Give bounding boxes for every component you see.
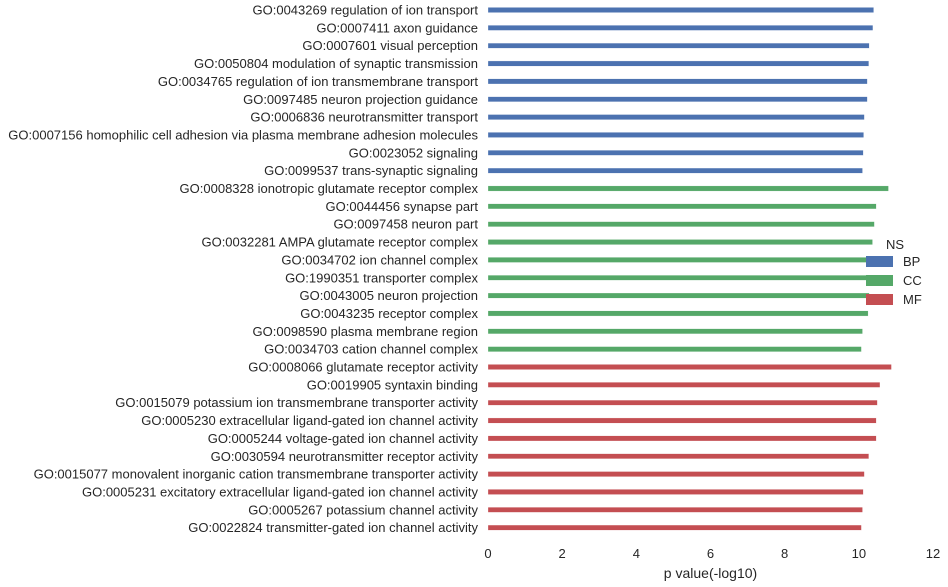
bar-bp [487, 150, 864, 156]
category-label: GO:0043005 neuron projection [299, 288, 478, 303]
category-label: GO:0007601 visual perception [302, 38, 478, 53]
bar-cc [487, 328, 863, 335]
x-axis: 0 2 4 6 8 10 12 [484, 546, 940, 561]
bar-cc [487, 346, 862, 352]
category-label: GO:0008066 glutamate receptor activity [248, 360, 478, 375]
x-tick-label: 6 [707, 546, 714, 561]
x-tick-label: 4 [633, 546, 640, 561]
category-label: GO:0050804 modulation of synaptic transm… [194, 56, 478, 71]
bar-mf [487, 489, 864, 495]
bar-mf [487, 417, 877, 424]
bar-mf [487, 471, 865, 477]
category-label: GO:0034702 ion channel complex [281, 252, 478, 267]
bar-cc [487, 185, 889, 192]
bar-mf [487, 507, 863, 513]
category-label: GO:0034703 cation channel complex [264, 342, 478, 357]
x-tick-label: 2 [559, 546, 566, 561]
bar-cc [487, 274, 871, 281]
legend-swatch-mf [866, 294, 893, 305]
x-axis-label: p value(-log10) [664, 565, 757, 581]
bar-cc [487, 292, 870, 299]
bar-mf [487, 435, 877, 442]
category-label: GO:0032281 AMPA glutamate receptor compl… [201, 235, 478, 250]
category-label: GO:0019905 syntaxin binding [307, 377, 478, 392]
category-label: GO:0015079 potassium ion transmembrane t… [115, 395, 478, 410]
category-label: GO:0034765 regulation of ion transmembra… [158, 74, 479, 89]
category-label: GO:0098590 plasma membrane region [253, 324, 478, 339]
category-label: GO:0044456 synapse part [326, 199, 479, 214]
legend-label-bp: BP [903, 254, 920, 269]
category-label: GO:1990351 transporter complex [285, 270, 478, 285]
legend-swatch-cc [866, 275, 893, 286]
category-label: GO:0099537 trans-synaptic signaling [264, 163, 478, 178]
category-label: GO:0008328 ionotropic glutamate receptor… [180, 181, 479, 196]
legend-title: NS [886, 237, 904, 252]
category-label: GO:0022824 transmitter-gated ion channel… [188, 520, 478, 535]
bar-mf [487, 524, 862, 531]
category-labels: GO:0043269 regulation of ion transport GO… [8, 3, 478, 536]
bar-cc [487, 257, 872, 263]
bar-bp [487, 25, 874, 31]
bar-bp [487, 7, 874, 13]
category-label: GO:0043269 regulation of ion transport [253, 3, 479, 18]
category-label: GO:0097485 neuron projection guidance [243, 92, 478, 107]
bar-cc [487, 239, 873, 245]
bar-mf [487, 382, 881, 388]
bar-cc [487, 203, 877, 210]
bar-bp [487, 167, 863, 174]
category-label: GO:0005231 excitatory extracellular liga… [82, 484, 479, 499]
bars-layer [487, 7, 892, 531]
x-tick-label: 10 [852, 546, 866, 561]
legend: NS BP CC MF [866, 237, 922, 307]
bar-bp [487, 60, 869, 67]
category-label: GO:0006836 neurotransmitter transport [250, 110, 478, 125]
category-label: GO:0005230 extracellular ligand-gated io… [141, 413, 478, 428]
bar-cc [487, 310, 869, 317]
bar-mf [487, 399, 878, 406]
category-label: GO:0023052 signaling [349, 145, 478, 160]
x-tick-label: 12 [926, 546, 940, 561]
bar-bp [487, 114, 865, 120]
bar-mf [487, 453, 869, 459]
bar-bp [487, 42, 870, 49]
x-tick-label: 0 [484, 546, 491, 561]
category-label: GO:0030594 neurotransmitter receptor act… [211, 449, 479, 464]
category-label: GO:0005244 voltage-gated ion channel act… [208, 431, 479, 446]
bar-mf [487, 364, 892, 370]
category-label: GO:0007411 axon guidance [316, 20, 478, 35]
legend-swatch-bp [866, 256, 893, 267]
bar-cc [487, 221, 875, 227]
bar-bp [487, 96, 868, 103]
x-tick-label: 8 [781, 546, 788, 561]
category-label: GO:0015077 monovalent inorganic cation t… [34, 467, 479, 482]
category-label: GO:0005267 potassium channel activity [248, 502, 478, 517]
category-label: GO:0097458 neuron part [333, 217, 478, 232]
legend-label-cc: CC [903, 273, 922, 288]
category-label: GO:0043235 receptor complex [300, 306, 478, 321]
bar-bp [487, 132, 864, 138]
legend-label-mf: MF [903, 292, 922, 307]
category-label: GO:0007156 homophilic cell adhesion via … [8, 127, 478, 142]
bar-bp [487, 78, 868, 85]
